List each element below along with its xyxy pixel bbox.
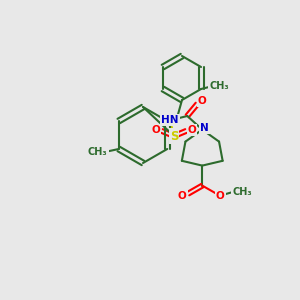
Text: N: N bbox=[200, 123, 208, 133]
Text: CH₃: CH₃ bbox=[88, 147, 108, 157]
Text: CH₃: CH₃ bbox=[232, 187, 252, 196]
Text: CH₃: CH₃ bbox=[209, 81, 229, 91]
Text: HN: HN bbox=[161, 115, 179, 125]
Text: S: S bbox=[170, 130, 178, 142]
Text: O: O bbox=[152, 125, 160, 135]
Text: O: O bbox=[178, 190, 187, 201]
Text: O: O bbox=[188, 125, 196, 135]
Text: O: O bbox=[198, 96, 207, 106]
Text: O: O bbox=[216, 190, 225, 201]
